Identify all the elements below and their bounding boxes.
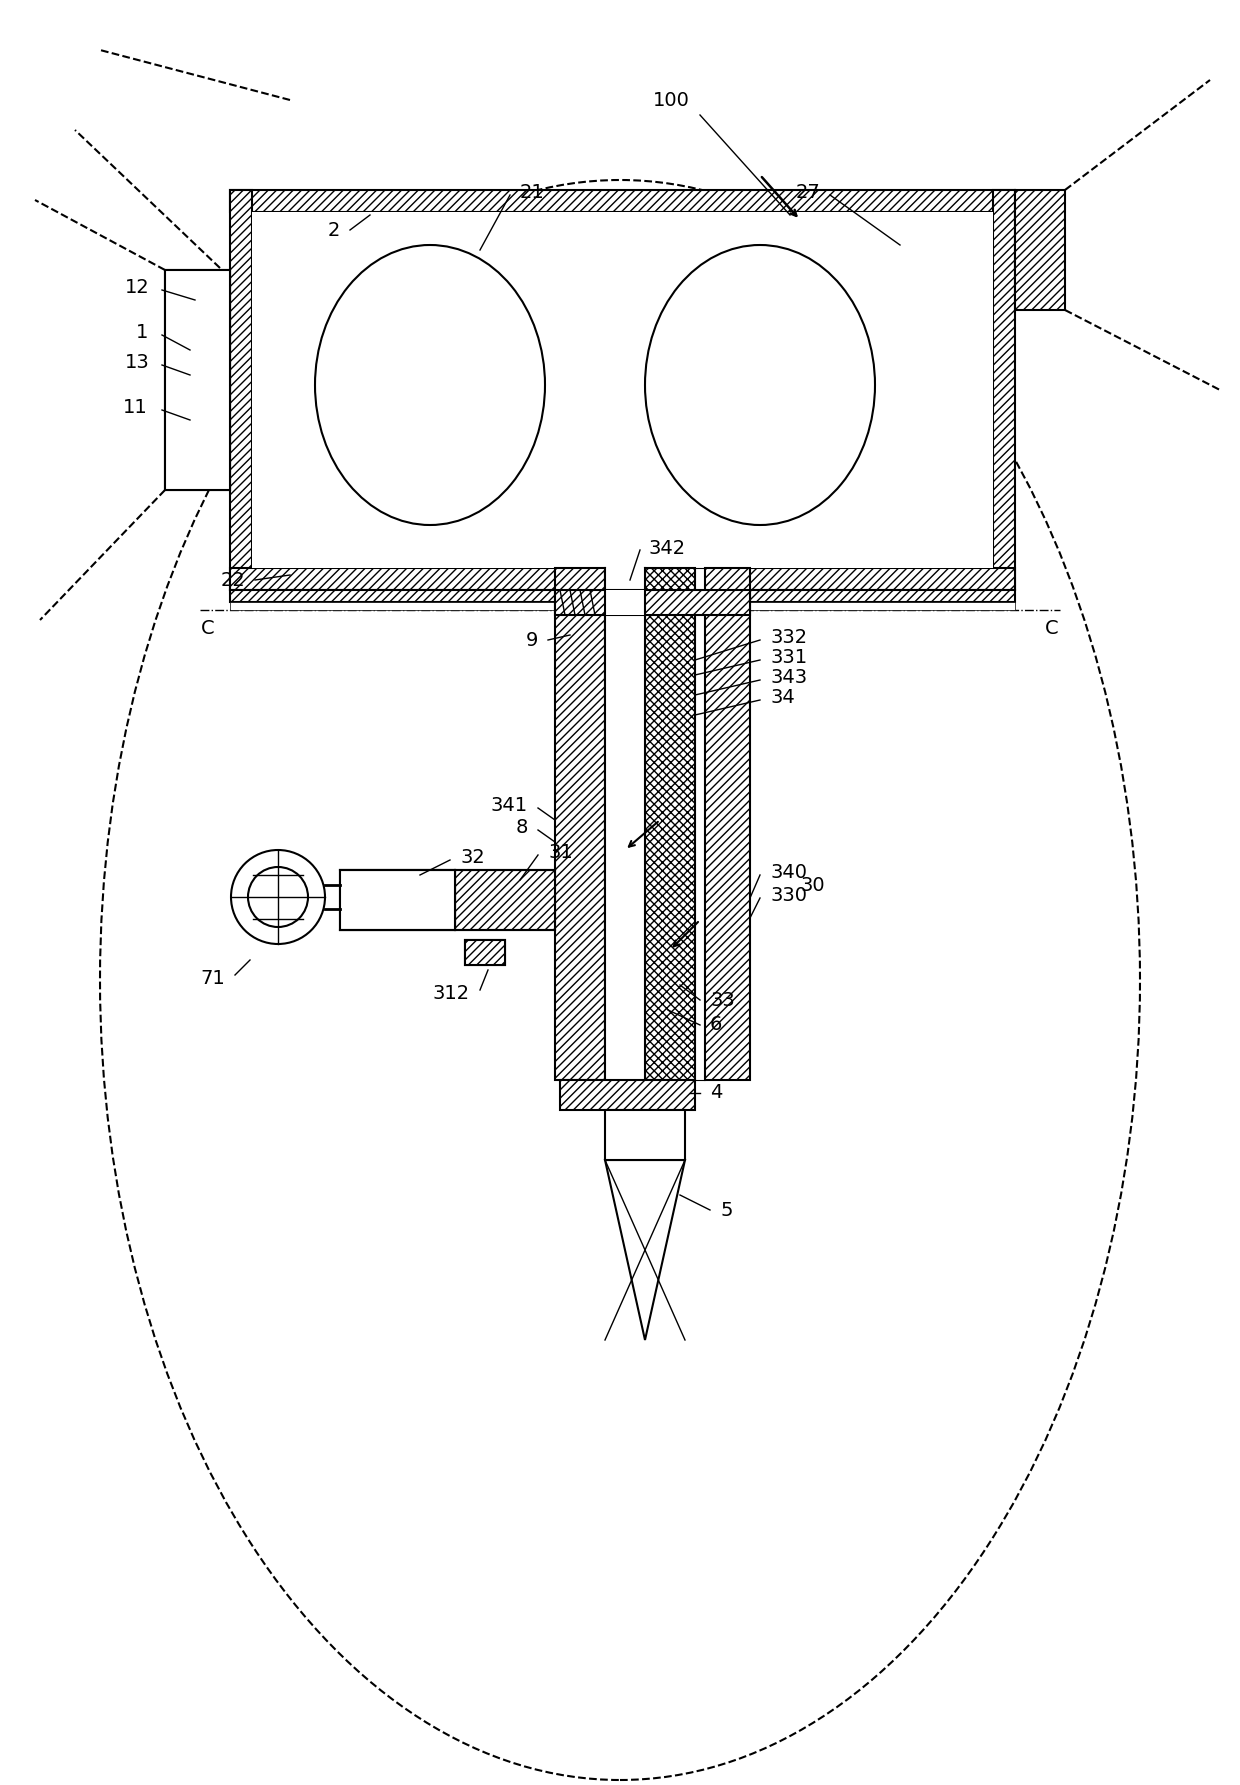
Text: 312: 312: [433, 984, 470, 1003]
Bar: [605, 1110, 684, 1160]
Bar: [560, 1080, 694, 1110]
Text: 2: 2: [327, 221, 340, 239]
Bar: [1016, 189, 1065, 311]
Bar: [605, 568, 645, 1080]
Bar: [556, 568, 605, 1080]
Bar: [645, 568, 694, 1080]
Bar: [165, 270, 229, 491]
Text: 5: 5: [720, 1201, 733, 1219]
Bar: [229, 189, 252, 591]
Text: C: C: [1045, 618, 1059, 637]
Bar: [455, 869, 556, 930]
Text: C: C: [201, 618, 215, 637]
Text: 332: 332: [770, 628, 807, 646]
Text: 1: 1: [135, 323, 148, 341]
Text: 100: 100: [653, 91, 689, 109]
Text: 6: 6: [711, 1016, 723, 1035]
Bar: [170, 275, 224, 486]
Text: 33: 33: [711, 991, 735, 1010]
Bar: [465, 941, 505, 966]
Bar: [605, 591, 645, 616]
Bar: [993, 189, 1016, 591]
Text: 12: 12: [125, 277, 150, 296]
Bar: [340, 869, 455, 930]
Bar: [229, 189, 1016, 212]
Text: 13: 13: [125, 352, 150, 371]
Text: 9: 9: [526, 630, 538, 650]
Text: 30: 30: [800, 875, 825, 894]
Bar: [229, 568, 1016, 591]
Bar: [465, 941, 505, 966]
Bar: [229, 591, 1016, 602]
Text: 340: 340: [770, 862, 807, 882]
Text: 32: 32: [460, 848, 485, 866]
Bar: [556, 591, 750, 616]
Text: 34: 34: [770, 687, 795, 707]
Text: 343: 343: [770, 668, 807, 687]
Text: 11: 11: [123, 398, 148, 416]
Bar: [165, 270, 229, 491]
Text: 4: 4: [711, 1083, 723, 1103]
Text: 8: 8: [516, 818, 528, 837]
Text: 341: 341: [491, 796, 528, 814]
Bar: [694, 568, 706, 1080]
Text: 71: 71: [200, 969, 224, 987]
Text: 342: 342: [649, 539, 686, 557]
Text: 331: 331: [770, 648, 807, 666]
Text: 21: 21: [520, 182, 544, 202]
Bar: [229, 602, 1016, 610]
Bar: [252, 212, 993, 568]
Bar: [706, 568, 750, 1080]
Text: 22: 22: [221, 571, 246, 589]
Text: 27: 27: [795, 182, 820, 202]
Text: 330: 330: [770, 885, 807, 905]
Text: 31: 31: [548, 843, 573, 862]
Bar: [340, 869, 455, 930]
